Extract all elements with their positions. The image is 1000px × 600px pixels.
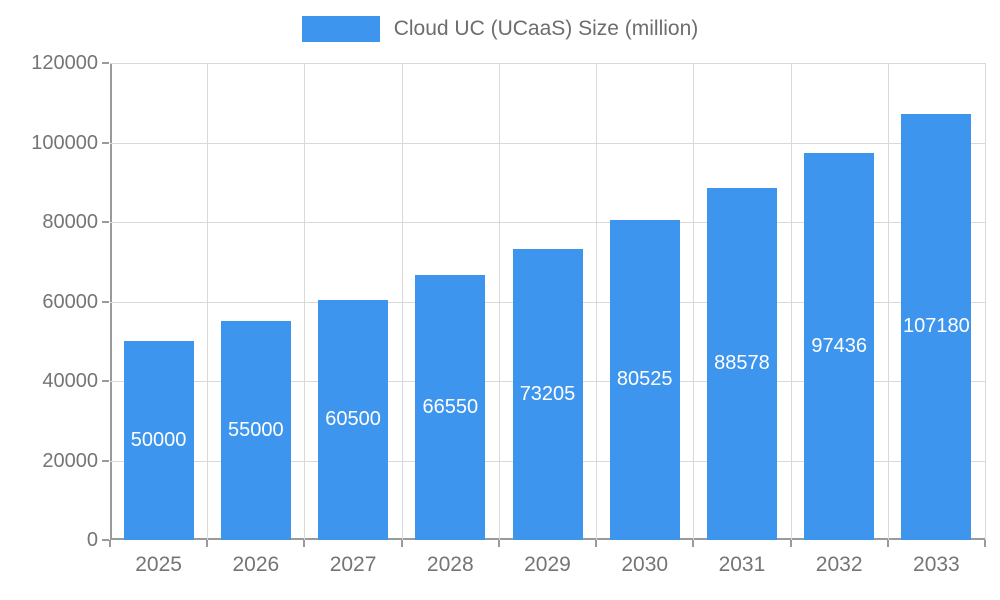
x-axis-tick bbox=[692, 540, 695, 547]
x-axis-tick bbox=[984, 540, 986, 547]
y-axis-tick-label: 100000 bbox=[31, 131, 98, 154]
x-axis-tick-label: 2031 bbox=[718, 553, 766, 576]
x-axis-tick bbox=[497, 540, 500, 547]
gridline-horizontal bbox=[110, 63, 985, 64]
y-axis-tick bbox=[102, 539, 109, 541]
chart-legend[interactable]: Cloud UC (UCaaS) Size (million) bbox=[0, 14, 1000, 44]
y-axis-tick-label: 60000 bbox=[42, 290, 98, 313]
bar-value-label: 107180 bbox=[903, 315, 970, 338]
bar: 73205 bbox=[512, 249, 583, 540]
y-axis-tick-label: 0 bbox=[86, 529, 98, 551]
gridline-vertical bbox=[401, 63, 403, 540]
y-axis-tick-label: 120000 bbox=[31, 52, 98, 74]
bar: 55000 bbox=[220, 321, 291, 540]
x-axis-tick bbox=[886, 540, 889, 547]
y-axis-tick bbox=[102, 221, 109, 223]
x-axis-tick bbox=[595, 540, 598, 547]
x-axis-tick bbox=[303, 540, 306, 547]
bar-value-label: 97436 bbox=[811, 334, 867, 357]
bar-value-label: 88578 bbox=[714, 352, 770, 375]
gridline-horizontal bbox=[110, 222, 985, 223]
bar-value-label: 66550 bbox=[422, 396, 479, 419]
bar-value-label: 80525 bbox=[616, 368, 673, 391]
bar-value-label: 73205 bbox=[519, 383, 576, 405]
x-axis-tick-label: 2025 bbox=[135, 553, 182, 576]
legend-swatch-icon bbox=[301, 16, 380, 42]
gridline-vertical bbox=[887, 63, 889, 540]
gridline-horizontal bbox=[110, 142, 985, 144]
gridline-vertical bbox=[207, 63, 209, 540]
x-axis-tick-label: 2032 bbox=[815, 553, 863, 576]
bar: 60500 bbox=[318, 299, 389, 540]
x-axis-tick-label: 2029 bbox=[524, 553, 571, 576]
y-axis-tick bbox=[102, 300, 109, 303]
bar: 50000 bbox=[123, 341, 194, 540]
gridline-vertical bbox=[985, 63, 986, 540]
y-axis-tick bbox=[102, 62, 109, 64]
y-axis-tick bbox=[102, 380, 109, 382]
bar: 97436 bbox=[804, 152, 875, 540]
bar-value-label: 55000 bbox=[228, 419, 284, 442]
gridline-vertical bbox=[596, 63, 598, 540]
gridline-vertical bbox=[790, 63, 792, 540]
x-axis-tick bbox=[206, 540, 209, 547]
x-axis-tick bbox=[789, 540, 792, 547]
x-axis-tick-label: 2026 bbox=[232, 553, 280, 576]
gridline-vertical bbox=[693, 63, 695, 540]
x-axis-tick-label: 2028 bbox=[426, 553, 474, 576]
bar: 66550 bbox=[415, 275, 486, 540]
gridline-vertical bbox=[498, 63, 500, 540]
y-axis-tick-label: 40000 bbox=[42, 370, 98, 392]
x-axis-tick-label: 2030 bbox=[621, 553, 669, 576]
bar: 88578 bbox=[706, 187, 777, 540]
y-axis-tick-label: 20000 bbox=[42, 449, 98, 472]
y-axis-tick-label: 80000 bbox=[42, 211, 98, 233]
x-axis-tick-label: 2027 bbox=[329, 553, 377, 576]
legend-label: Cloud UC (UCaaS) Size (million) bbox=[393, 17, 699, 40]
y-axis-tick bbox=[102, 459, 109, 462]
bar-value-label: 60500 bbox=[325, 408, 381, 431]
gridline-vertical bbox=[304, 63, 306, 540]
plot-area: 50000 55000 60500 66550 73205 80525 88578 97436… bbox=[110, 63, 986, 540]
x-axis-tick-label: 2033 bbox=[913, 553, 960, 576]
bar-value-label: 50000 bbox=[130, 429, 187, 452]
y-axis-tick bbox=[102, 141, 109, 144]
bar: 107180 bbox=[901, 113, 972, 540]
x-axis-tick bbox=[109, 540, 111, 547]
x-axis-tick bbox=[400, 540, 403, 547]
bar: 80525 bbox=[609, 219, 680, 540]
